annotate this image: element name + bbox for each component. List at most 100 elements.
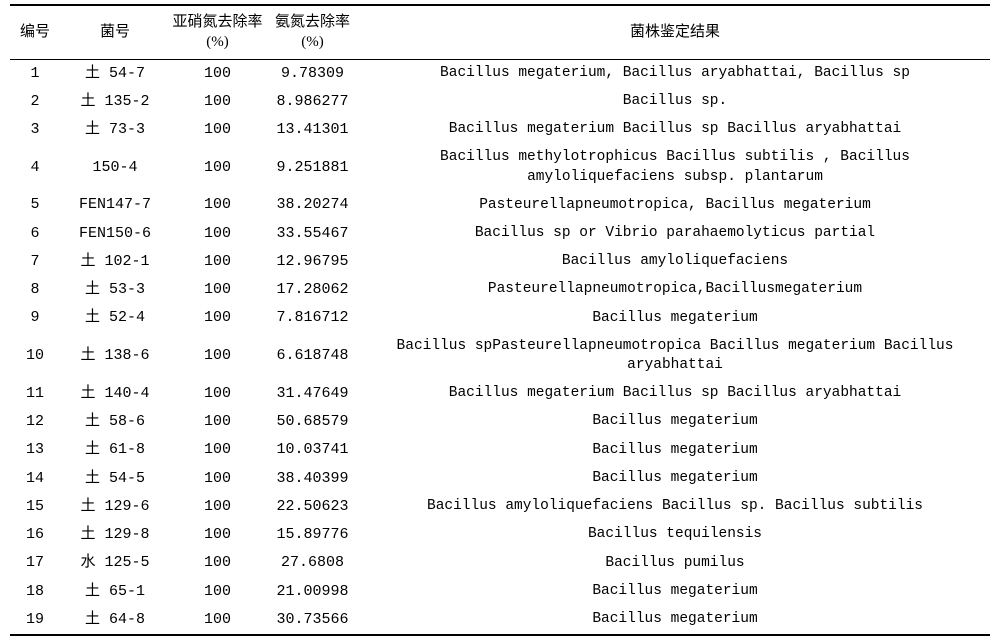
cell-result: Bacillus tequilensis — [360, 521, 990, 549]
table-row: 2土 135-21008.986277Bacillus sp. — [10, 88, 990, 116]
cell-rate2: 21.00998 — [265, 578, 360, 606]
cell-idx: 12 — [10, 408, 60, 436]
cell-idx: 3 — [10, 116, 60, 144]
cell-rate1: 100 — [170, 408, 265, 436]
cell-rate1: 100 — [170, 276, 265, 304]
cell-rate2: 9.78309 — [265, 59, 360, 88]
cell-rate2: 50.68579 — [265, 408, 360, 436]
header-rate1: 亚硝氮去除率(%) — [170, 5, 265, 59]
cell-idx: 14 — [10, 465, 60, 493]
cell-result: Pasteurellapneumotropica,Bacillusmegater… — [360, 276, 990, 304]
cell-strain: 土 52-4 — [60, 304, 170, 332]
cell-idx: 9 — [10, 304, 60, 332]
cell-rate2: 8.986277 — [265, 88, 360, 116]
cell-rate1: 100 — [170, 248, 265, 276]
cell-rate1: 100 — [170, 578, 265, 606]
cell-idx: 5 — [10, 191, 60, 219]
table-row: 18土 65-110021.00998Bacillus megaterium — [10, 578, 990, 606]
cell-result: Bacillus sp or Vibrio parahaemolyticus p… — [360, 220, 990, 248]
cell-rate2: 31.47649 — [265, 380, 360, 408]
cell-strain: 土 54-5 — [60, 465, 170, 493]
cell-strain: 水 125-5 — [60, 549, 170, 577]
table-row: 10土 138-61006.618748Bacillus spPasteurel… — [10, 333, 990, 380]
cell-idx: 18 — [10, 578, 60, 606]
cell-strain: 土 53-3 — [60, 276, 170, 304]
table-row: 13土 61-810010.03741Bacillus megaterium — [10, 436, 990, 464]
cell-strain: 土 129-8 — [60, 521, 170, 549]
cell-strain: 土 65-1 — [60, 578, 170, 606]
cell-rate2: 15.89776 — [265, 521, 360, 549]
cell-result: Bacillus megaterium — [360, 465, 990, 493]
strain-identification-table: 编号 菌号 亚硝氮去除率(%) 氨氮去除率(%) 菌株鉴定结果 1土 54-71… — [10, 4, 990, 636]
cell-strain: 土 102-1 — [60, 248, 170, 276]
table-row: 16土 129-810015.89776Bacillus tequilensis — [10, 521, 990, 549]
cell-rate2: 13.41301 — [265, 116, 360, 144]
cell-strain: 土 129-6 — [60, 493, 170, 521]
cell-rate1: 100 — [170, 191, 265, 219]
cell-rate1: 100 — [170, 333, 265, 380]
table-row: 4150-41009.251881Bacillus methylotrophic… — [10, 144, 990, 191]
header-idx: 编号 — [10, 5, 60, 59]
cell-rate1: 100 — [170, 88, 265, 116]
cell-idx: 2 — [10, 88, 60, 116]
cell-rate2: 12.96795 — [265, 248, 360, 276]
cell-rate2: 33.55467 — [265, 220, 360, 248]
cell-rate2: 7.816712 — [265, 304, 360, 332]
cell-result: Bacillus pumilus — [360, 549, 990, 577]
cell-strain: 土 138-6 — [60, 333, 170, 380]
cell-rate2: 17.28062 — [265, 276, 360, 304]
cell-strain: 土 64-8 — [60, 606, 170, 635]
table-row: 5FEN147-710038.20274Pasteurellapneumotro… — [10, 191, 990, 219]
cell-result: Bacillus megaterium — [360, 606, 990, 635]
table-row: 3土 73-310013.41301Bacillus megaterium Ba… — [10, 116, 990, 144]
cell-result: Bacillus megaterium Bacillus sp Bacillus… — [360, 116, 990, 144]
cell-rate1: 100 — [170, 606, 265, 635]
cell-idx: 7 — [10, 248, 60, 276]
cell-rate2: 38.40399 — [265, 465, 360, 493]
cell-result: Bacillus spPasteurellapneumotropica Baci… — [360, 333, 990, 380]
cell-rate2: 6.618748 — [265, 333, 360, 380]
cell-result: Bacillus megaterium — [360, 578, 990, 606]
cell-strain: 土 73-3 — [60, 116, 170, 144]
cell-rate2: 10.03741 — [265, 436, 360, 464]
table-row: 1土 54-71009.78309Bacillus megaterium, Ba… — [10, 59, 990, 88]
cell-result: Bacillus methylotrophicus Bacillus subti… — [360, 144, 990, 191]
cell-result: Bacillus megaterium — [360, 408, 990, 436]
cell-strain: 土 61-8 — [60, 436, 170, 464]
cell-idx: 19 — [10, 606, 60, 635]
cell-result: Bacillus megaterium — [360, 304, 990, 332]
table-row: 19土 64-810030.73566Bacillus megaterium — [10, 606, 990, 635]
cell-rate1: 100 — [170, 304, 265, 332]
cell-strain: 土 54-7 — [60, 59, 170, 88]
cell-strain: 150-4 — [60, 144, 170, 191]
cell-result: Bacillus megaterium — [360, 436, 990, 464]
table-row: 8土 53-310017.28062Pasteurellapneumotropi… — [10, 276, 990, 304]
cell-strain: 土 135-2 — [60, 88, 170, 116]
cell-rate1: 100 — [170, 116, 265, 144]
cell-rate2: 27.6808 — [265, 549, 360, 577]
cell-strain: FEN150-6 — [60, 220, 170, 248]
table-row: 9土 52-41007.816712Bacillus megaterium — [10, 304, 990, 332]
header-rate2: 氨氮去除率(%) — [265, 5, 360, 59]
cell-rate2: 9.251881 — [265, 144, 360, 191]
cell-idx: 6 — [10, 220, 60, 248]
cell-idx: 11 — [10, 380, 60, 408]
table-body: 1土 54-71009.78309Bacillus megaterium, Ba… — [10, 59, 990, 635]
header-strain: 菌号 — [60, 5, 170, 59]
cell-idx: 1 — [10, 59, 60, 88]
cell-rate1: 100 — [170, 220, 265, 248]
table-row: 7土 102-110012.96795Bacillus amyloliquefa… — [10, 248, 990, 276]
cell-result: Bacillus amyloliquefaciens — [360, 248, 990, 276]
table-row: 15土 129-610022.50623Bacillus amyloliquef… — [10, 493, 990, 521]
table-header-row: 编号 菌号 亚硝氮去除率(%) 氨氮去除率(%) 菌株鉴定结果 — [10, 5, 990, 59]
cell-rate2: 30.73566 — [265, 606, 360, 635]
cell-rate1: 100 — [170, 380, 265, 408]
cell-result: Bacillus megaterium Bacillus sp Bacillus… — [360, 380, 990, 408]
cell-idx: 10 — [10, 333, 60, 380]
cell-result: Bacillus sp. — [360, 88, 990, 116]
cell-strain: 土 58-6 — [60, 408, 170, 436]
cell-rate1: 100 — [170, 59, 265, 88]
cell-rate1: 100 — [170, 144, 265, 191]
cell-idx: 17 — [10, 549, 60, 577]
cell-idx: 8 — [10, 276, 60, 304]
